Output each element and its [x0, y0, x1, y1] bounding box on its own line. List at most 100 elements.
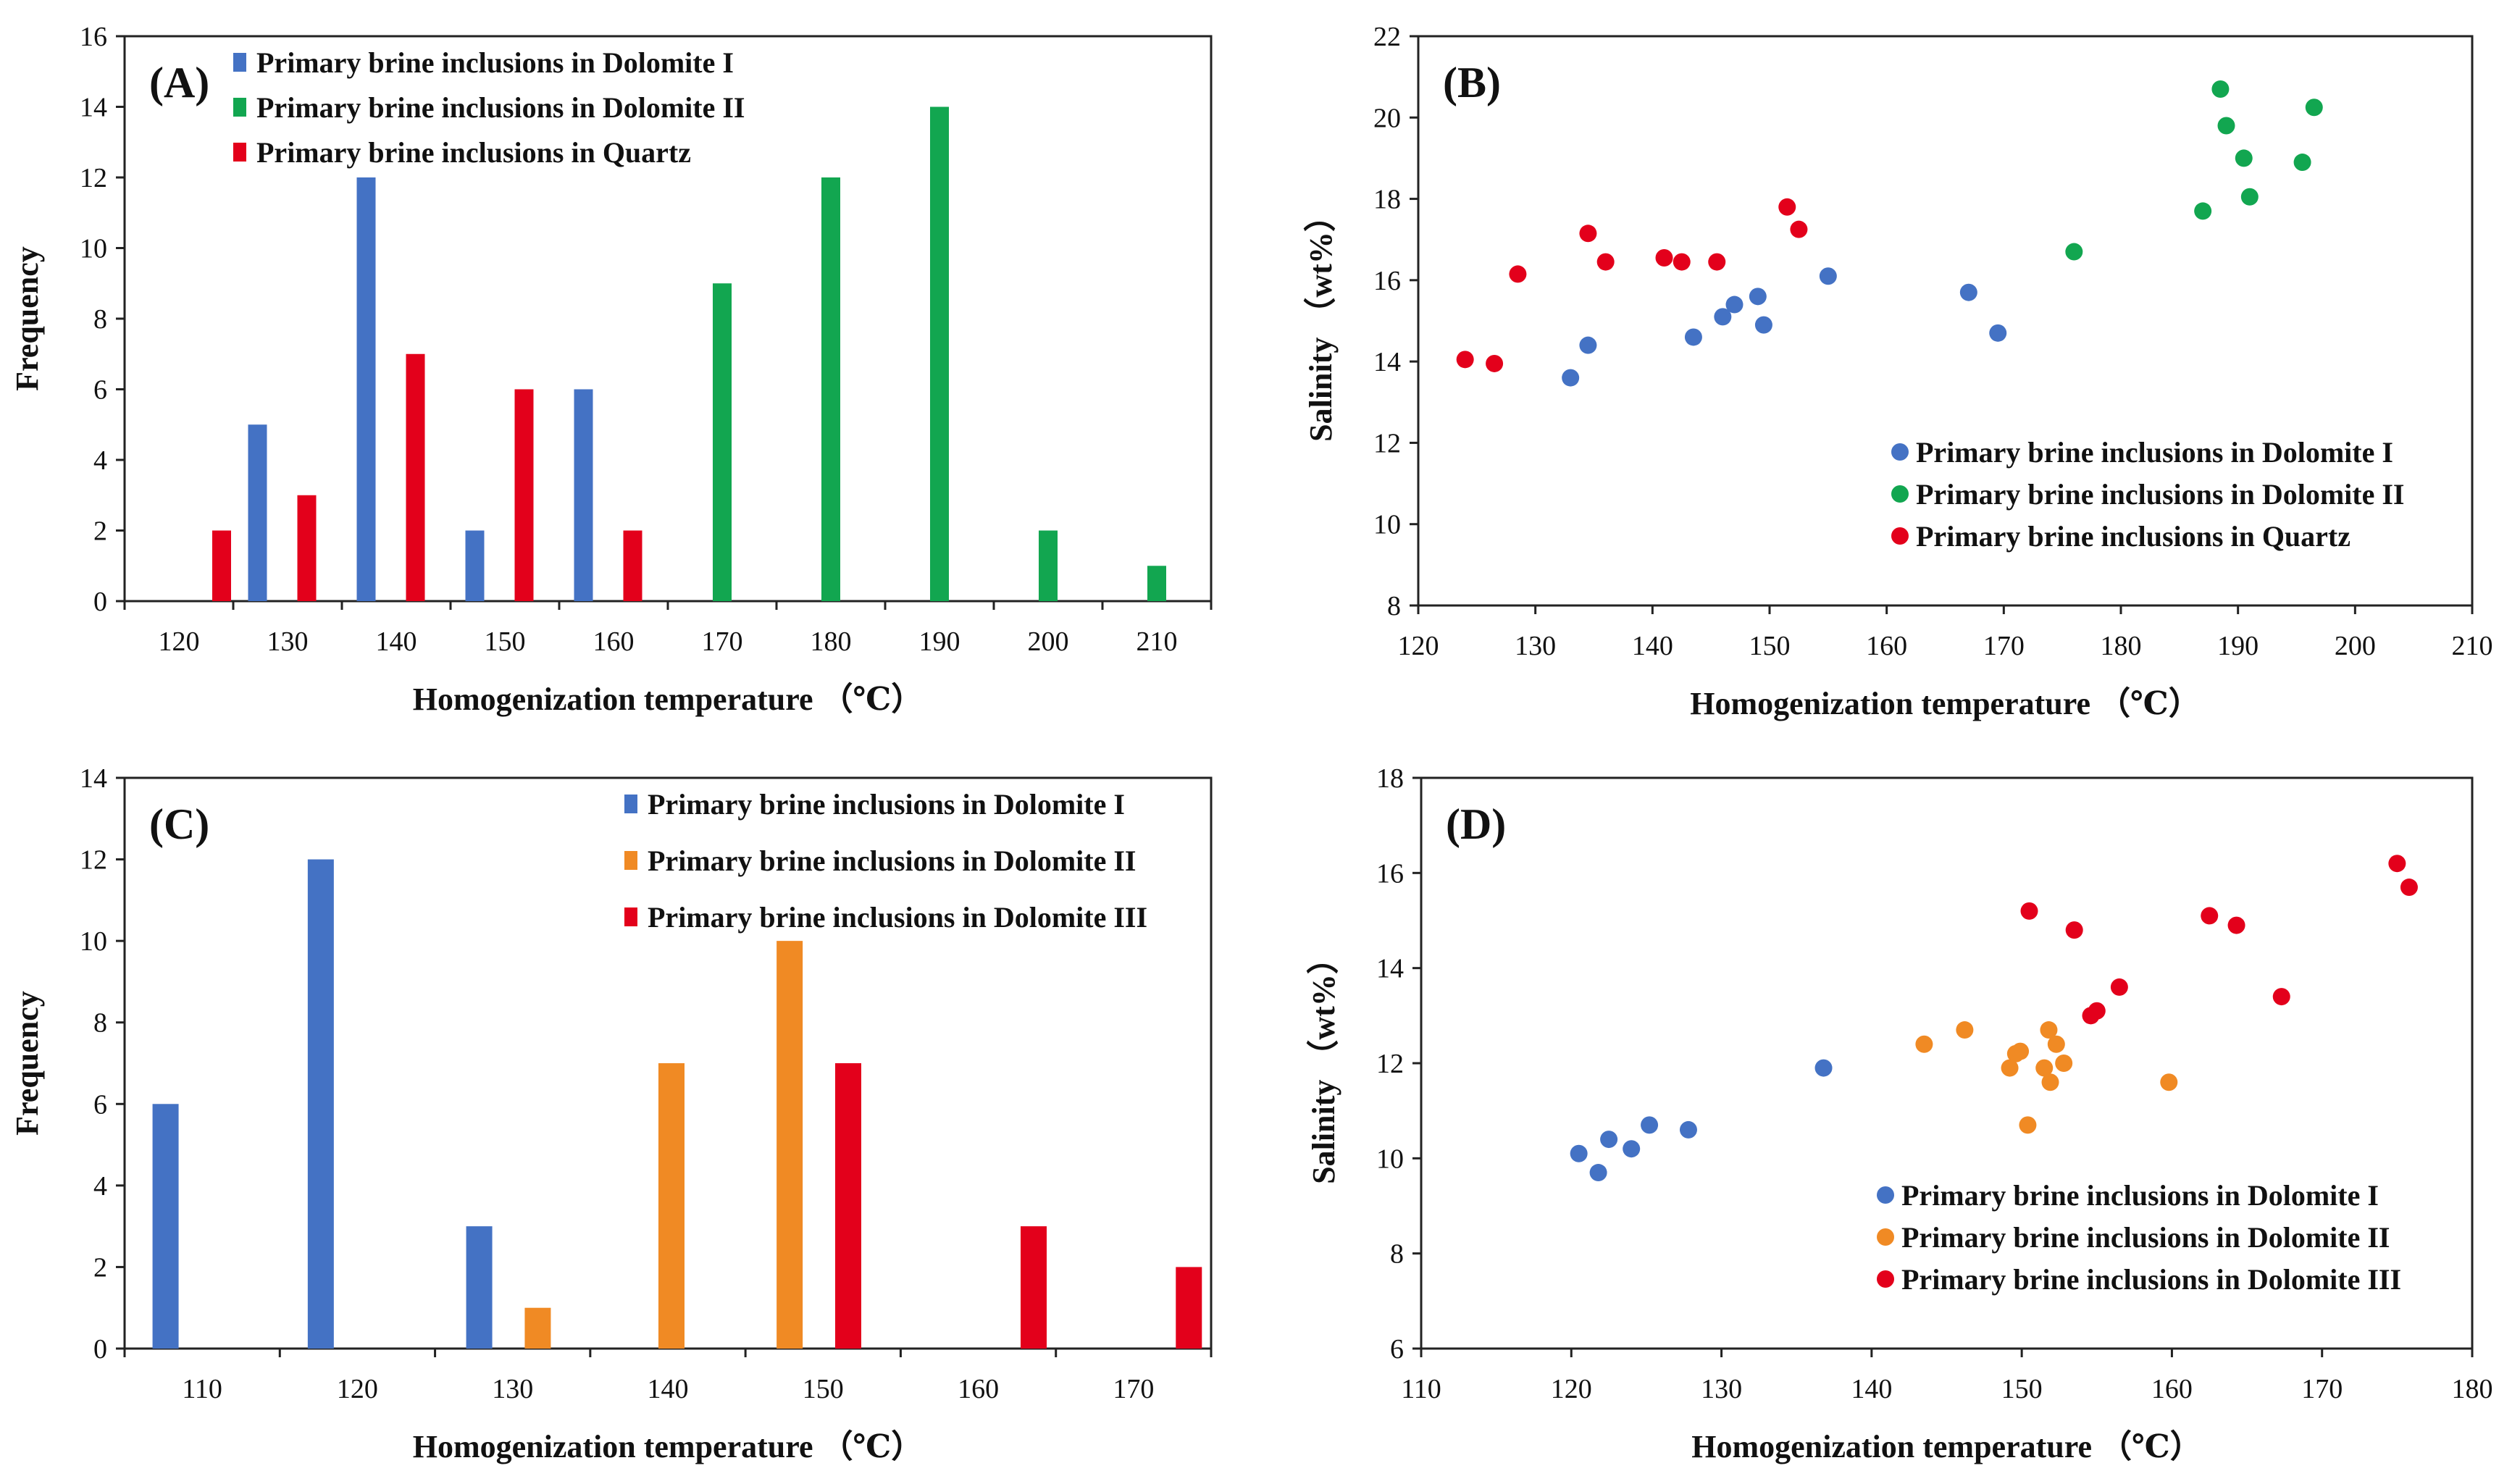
x-tick-label: 200 — [1028, 626, 1069, 657]
legend-entry: Primary brine inclusions in Dolomite III — [1901, 1263, 2401, 1296]
point-red — [2272, 988, 2290, 1006]
x-tick-label: 190 — [919, 626, 960, 657]
bar-green — [713, 283, 732, 601]
point-green — [2217, 117, 2235, 135]
point-red — [1509, 265, 1527, 283]
bar-green — [821, 177, 840, 601]
legend-entry: Primary brine inclusions in Quartz — [1916, 520, 2351, 553]
y-axis-label: Salinity （wt%） — [1306, 942, 1341, 1184]
y-tick-label: 8 — [93, 1008, 107, 1039]
point-orange — [2012, 1042, 2030, 1060]
y-tick-label: 20 — [1373, 103, 1401, 133]
point-green — [2211, 80, 2230, 98]
x-tick-label: 130 — [492, 1374, 533, 1404]
point-orange — [2040, 1021, 2058, 1039]
bar-blue — [248, 424, 267, 601]
x-tick-label: 150 — [1749, 631, 1791, 661]
bar-orange — [776, 941, 803, 1349]
point-blue — [1589, 1164, 1607, 1182]
y-tick-label: 10 — [1376, 1144, 1404, 1174]
x-tick-label: 120 — [1551, 1374, 1592, 1404]
bar-green — [1147, 566, 1166, 601]
point-blue — [1679, 1120, 1697, 1139]
point-blue — [1684, 328, 1702, 346]
point-red — [1673, 253, 1691, 271]
bar-orange — [658, 1063, 685, 1349]
point-blue — [1623, 1140, 1641, 1158]
x-tick-label: 120 — [337, 1374, 378, 1404]
x-tick-label: 160 — [593, 626, 635, 657]
y-tick-label: 10 — [80, 234, 107, 264]
x-tick-label: 210 — [2452, 631, 2493, 661]
bar-blue — [307, 859, 334, 1349]
point-orange — [2035, 1059, 2054, 1077]
legend-marker-red — [1891, 527, 1909, 545]
legend-entry: Primary brine inclusions in Dolomite I — [1916, 436, 2393, 469]
legend-marker-green — [1891, 485, 1909, 503]
panel-d-scatter-chart: (D) Homogenization temperature （℃） Salinit… — [1306, 763, 2493, 1464]
point-green — [2065, 243, 2083, 261]
y-tick-label: 6 — [1390, 1334, 1404, 1364]
point-red — [1655, 248, 1673, 267]
panel-label: (A) — [149, 59, 209, 106]
x-tick-label: 120 — [1398, 631, 1439, 661]
x-tick-label: 130 — [1515, 631, 1556, 661]
point-orange — [2019, 1116, 2037, 1134]
legend-entry: Primary brine inclusions in Dolomite I — [1901, 1179, 2379, 1212]
point-green — [2293, 154, 2311, 172]
point-red — [2227, 916, 2245, 934]
y-tick-label: 4 — [93, 445, 107, 476]
x-tick-label: 110 — [182, 1374, 222, 1404]
legend-entry: Primary brine inclusions in Dolomite III — [648, 901, 1147, 934]
y-tick-label: 6 — [93, 1089, 107, 1120]
point-red — [1708, 253, 1726, 271]
y-tick-label: 2 — [93, 516, 107, 547]
point-green — [2194, 202, 2212, 220]
legend-swatch-red — [624, 907, 637, 926]
legend-marker-orange — [1877, 1228, 1894, 1246]
point-orange — [2001, 1059, 2019, 1077]
y-tick-label: 18 — [1373, 185, 1401, 215]
x-tick-label: 140 — [1632, 631, 1673, 661]
y-tick-label: 16 — [1376, 858, 1404, 889]
x-tick-label: 170 — [1113, 1374, 1154, 1404]
bar-green — [930, 106, 949, 601]
bar-red — [1176, 1267, 1202, 1349]
panel-label: (D) — [1446, 800, 1506, 848]
x-axis-label: Homogenization temperature （℃） — [1690, 686, 2200, 721]
point-red — [2201, 907, 2219, 925]
point-orange — [2047, 1035, 2065, 1053]
x-tick-label: 130 — [1701, 1374, 1742, 1404]
y-tick-label: 2 — [93, 1252, 107, 1283]
y-tick-label: 12 — [1376, 1049, 1404, 1079]
y-tick-label: 16 — [80, 22, 107, 52]
point-blue — [1959, 283, 1977, 301]
point-blue — [1725, 295, 1744, 314]
x-tick-label: 170 — [1983, 631, 2025, 661]
y-tick-label: 8 — [1390, 1239, 1404, 1270]
bar-blue — [465, 530, 485, 601]
point-red — [2400, 879, 2418, 897]
y-axis-label: Frequency — [9, 991, 45, 1136]
x-axis-label: Homogenization temperature （℃） — [413, 682, 923, 717]
bar-red — [297, 495, 317, 601]
bar-orange — [524, 1307, 551, 1349]
point-red — [1579, 225, 1597, 243]
x-tick-label: 180 — [2101, 631, 2142, 661]
x-tick-label: 110 — [1401, 1374, 1441, 1404]
legend-marker-blue — [1877, 1186, 1894, 1204]
point-blue — [1819, 267, 1837, 285]
x-tick-label: 170 — [2301, 1374, 2343, 1404]
bar-red — [406, 353, 425, 601]
panel-label: (B) — [1443, 59, 1501, 106]
point-blue — [1600, 1131, 1618, 1149]
y-tick-label: 14 — [1376, 954, 1404, 984]
point-red — [1790, 220, 1808, 238]
bar-blue — [466, 1226, 493, 1349]
point-blue — [1570, 1144, 1588, 1162]
y-tick-label: 10 — [80, 926, 107, 957]
legend-swatch-blue — [624, 795, 637, 813]
bar-blue — [574, 389, 593, 601]
y-axis-label: Frequency — [9, 246, 45, 391]
